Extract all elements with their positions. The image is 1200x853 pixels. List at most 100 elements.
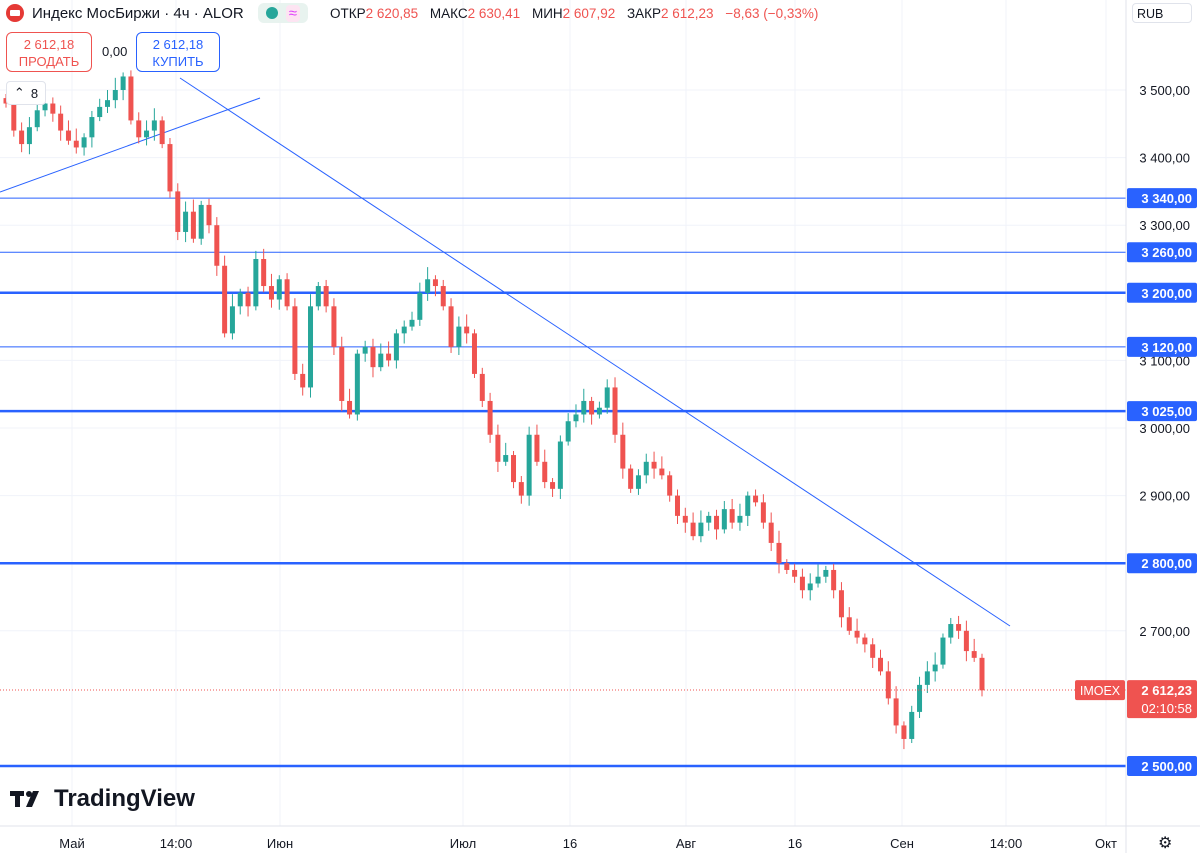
candle-body (932, 664, 938, 672)
candle-body (26, 127, 32, 145)
candle-body (768, 522, 774, 543)
price-axis[interactable]: 3 500,00 3 400,00 3 300,00 3 100,00 3 000,00… (1127, 83, 1197, 776)
chart-header: Индекс МосБиржи · 4ч · ALOR ≈ ОТКР2 620,… (0, 0, 826, 26)
candle-body (792, 569, 798, 577)
time-tick-label: Июл (450, 836, 476, 851)
sell-button[interactable]: 2 612,18 ПРОДАТЬ (6, 32, 92, 72)
tradingview-logo-icon (10, 791, 39, 807)
price-tick-label: 3 000,00 (1139, 421, 1190, 436)
candle-body (604, 387, 610, 408)
sell-label: ПРОДАТЬ (18, 54, 80, 69)
candle-body (81, 137, 87, 148)
candle-body (956, 624, 962, 631)
candle-body (229, 306, 235, 334)
candle-body (581, 400, 587, 415)
candle-body (534, 434, 540, 462)
candle-body (190, 211, 196, 239)
candle-body (456, 326, 462, 347)
candle-body (11, 103, 17, 131)
candle-body (393, 333, 399, 361)
level-price-label: 2 800,00 (1141, 556, 1192, 571)
candle-body (245, 292, 251, 307)
candle-body (479, 373, 485, 401)
candle-body (19, 130, 25, 145)
level-price-label: 2 500,00 (1141, 759, 1192, 774)
candle-body (807, 583, 813, 591)
level-price-label: 3 120,00 (1141, 340, 1192, 355)
candle-body (862, 637, 868, 645)
candle-body (136, 120, 142, 138)
candle-body (120, 76, 126, 90)
candle-body (877, 657, 883, 672)
candle-body (464, 326, 470, 334)
collapse-indicators-button[interactable]: ⌃ 8 (6, 81, 46, 105)
candle-body (409, 319, 415, 327)
candle-body (799, 576, 805, 591)
buy-button[interactable]: 2 612,18 КУПИТЬ (136, 32, 220, 72)
wave-icon: ≈ (285, 4, 300, 22)
candle-body (542, 461, 548, 483)
candle-body (175, 191, 181, 232)
settings-gear-icon[interactable]: ⚙ (1158, 835, 1173, 852)
trend-lines[interactable] (0, 77, 1011, 627)
candle-body (635, 475, 641, 489)
candle-body (753, 495, 759, 503)
level-price-tag (1127, 553, 1197, 574)
candle-body (620, 434, 626, 469)
candle-body (909, 711, 915, 739)
status-pill[interactable]: ≈ (257, 3, 308, 23)
candle-body (34, 110, 40, 128)
candle-body (308, 306, 314, 388)
candle-body (784, 563, 790, 570)
candle-body (838, 590, 844, 618)
symbol-tag (1075, 680, 1125, 701)
candle-body (596, 407, 602, 415)
candle-body (42, 103, 48, 111)
level-price-tag (1127, 336, 1197, 357)
candle-body (901, 725, 907, 739)
indicator-count: 8 (30, 85, 39, 101)
candle-body (206, 204, 212, 226)
candle-body (721, 509, 727, 530)
last-price-tag (1127, 680, 1197, 719)
spread-value: 0,00 (102, 44, 128, 59)
candle-body (550, 482, 556, 489)
currency-selector[interactable]: RUB (1132, 3, 1192, 23)
candle-body (760, 502, 766, 523)
candle-body (253, 259, 259, 307)
candle-body (659, 468, 665, 476)
trend-line-resistance[interactable] (179, 77, 1011, 627)
candle-body (612, 387, 618, 435)
candle-body (589, 400, 595, 415)
candle-body (198, 204, 204, 239)
horizontal-levels[interactable] (0, 197, 1126, 768)
candle-body (105, 100, 111, 107)
candle-body (714, 515, 720, 530)
candle-body (745, 495, 751, 516)
level-price-label: 3 025,00 (1141, 404, 1192, 419)
symbol-title[interactable]: Индекс МосБиржи · 4ч · ALOR (32, 4, 244, 22)
candle-body (167, 144, 173, 192)
candle-body (698, 522, 704, 537)
candle-body (65, 130, 71, 141)
candle-body (354, 353, 360, 415)
time-axis[interactable]: Май 14:00 Июн Июл 16 Авг 16 Сен 14:00 Окт (59, 836, 1117, 851)
candle-body (503, 455, 509, 462)
candle-body (58, 113, 64, 131)
candle-body (151, 120, 157, 131)
brand-name: TradingView (54, 785, 195, 812)
candle-body (643, 461, 649, 476)
trend-line-support[interactable] (0, 97, 261, 193)
price-tick-label: 3 100,00 (1139, 353, 1190, 368)
sell-price: 2 612,18 (23, 37, 75, 52)
candle-body (214, 225, 220, 266)
candle-body (893, 698, 899, 726)
candle-body (831, 569, 837, 591)
candle-body (401, 326, 407, 334)
candle-body (362, 346, 368, 354)
candle-body (448, 306, 454, 347)
candle-body (432, 279, 438, 287)
price-tick-label: 3 500,00 (1139, 83, 1190, 98)
level-price-tag (1127, 401, 1197, 422)
